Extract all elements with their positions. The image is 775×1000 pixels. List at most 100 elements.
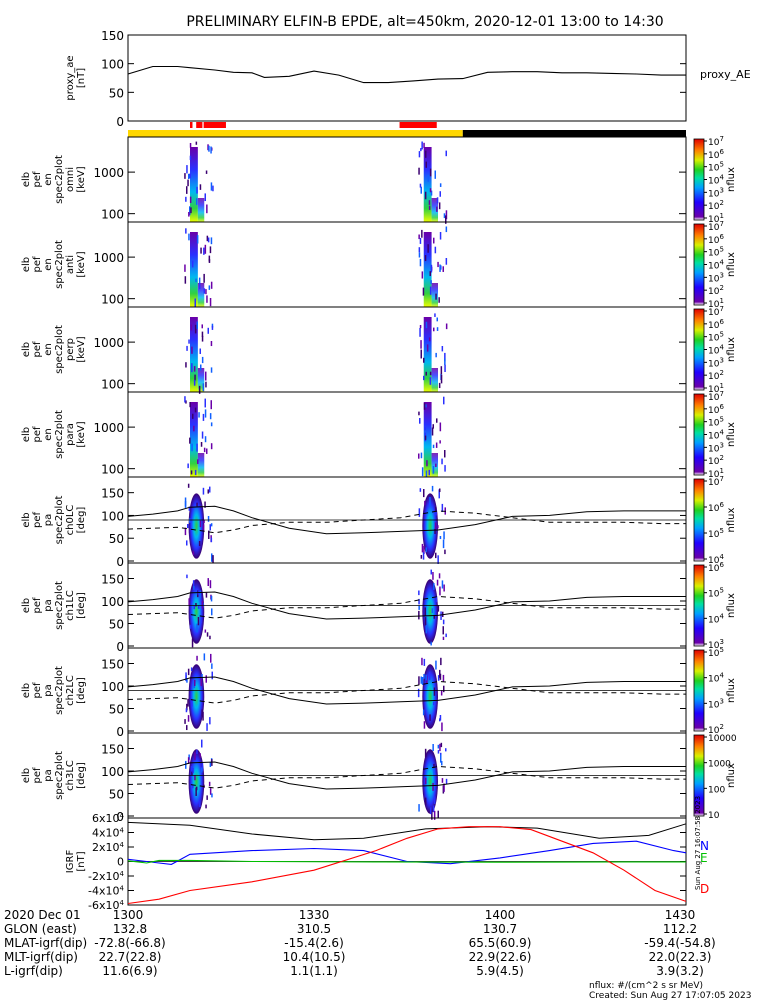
noise-speck [193,379,196,386]
noise-speck [193,425,195,432]
colorbar-tick-label: 104 [708,259,724,272]
noise-speck [433,615,435,619]
ephemeris-value: 22.0(22.3) [649,950,712,964]
y-axis-label-line: en [43,343,54,356]
noise-speck [433,687,436,696]
noise-speck [439,191,441,197]
noise-speck [194,679,196,687]
noise-speck [211,663,213,669]
noise-speck [438,382,441,389]
ephemeris-value: 112.2 [663,922,697,936]
noise-speck [186,725,188,731]
y-tick-label: 1000 [93,421,124,435]
noise-speck [419,418,421,424]
noise-speck [200,616,202,624]
noise-speck [437,261,439,268]
noise-speck [421,229,423,238]
time-axis-tick-label: 1330 [299,908,330,922]
noise-speck [198,541,201,547]
noise-speck [199,348,201,354]
noise-speck [418,252,421,258]
y-tick-label: 150 [101,573,124,587]
colorbar-tick-label: 104 [708,553,724,566]
noise-speck [204,244,207,254]
noise-speck [196,749,198,754]
noise-speck [208,530,210,539]
noise-speck [185,672,187,682]
noise-speck [185,196,187,202]
ephemeris-value: 132.8 [113,922,147,936]
flux-units-note: nflux: #/(cm^2 s sr MeV) [589,981,703,991]
noise-speck [419,328,421,337]
noise-speck [419,488,422,492]
noise-speck [202,524,205,531]
noise-speck [184,173,186,179]
noise-speck [435,506,437,512]
panel-pa-ch1: 0 50 100 150 elb pef pa spec2plot ch1LC [deg] 103 1… [21,561,737,654]
ephemeris-value: 3.9(3.2) [656,964,704,978]
orbit-status-bar [128,122,686,137]
noise-speck [419,258,422,267]
noise-speck [445,210,448,220]
ephemeris-row-label: L-igrf(dip) [4,964,63,978]
noise-speck [445,226,448,233]
y-axis-label-line: pef [32,767,43,784]
science-zone-marker [196,122,203,128]
noise-speck [190,766,193,772]
noise-speck [187,715,190,722]
noise-speck [429,188,432,193]
noise-speck [428,337,431,342]
noise-speck [428,469,430,476]
noise-speck [443,584,445,592]
noise-speck [439,536,442,540]
y-axis-label-line: spec2plot [54,496,65,545]
y-axis-label-line: ch3LC [65,760,76,791]
noise-speck [184,527,187,536]
noise-speck [198,412,200,418]
noise-speck [441,580,444,589]
noise-speck [445,748,447,752]
noise-speck [189,155,192,161]
noise-speck [194,469,197,476]
noise-speck [423,403,426,410]
noise-speck [185,228,187,234]
noise-speck [209,580,212,589]
y-tick-label: 2x104 [92,841,125,854]
y-tick-label: 4x104 [92,827,125,840]
noise-speck [199,590,202,599]
noise-speck [423,375,425,381]
y-axis-label-line: pef [32,597,43,614]
noise-speck [433,327,435,332]
colorbar-tick-label: 101 [708,297,724,310]
shadow-bar [462,130,686,137]
noise-speck [440,690,443,696]
noise-speck [187,524,189,529]
spectrogram-burst-tail [431,283,438,307]
noise-speck [439,673,442,680]
noise-speck [194,298,196,307]
noise-speck [209,717,211,725]
noise-speck [440,265,442,270]
noise-speck [424,427,426,431]
noise-speck [203,653,206,661]
noise-speck [445,778,448,785]
noise-speck [208,255,211,262]
noise-speck [418,234,420,240]
noise-speck [193,586,195,590]
colorbar-tick-label: 107 [708,475,724,488]
igrf-series-D [127,826,687,905]
guide-line-dashed [127,510,686,534]
noise-speck [418,508,421,517]
noise-speck [201,709,203,717]
colorbar-tick-label: 105 [708,587,724,600]
noise-speck [184,396,186,403]
y-tick-label: 100 [101,208,124,222]
ephemeris-value: 130.7 [483,922,517,936]
noise-speck [206,795,208,800]
noise-speck [444,465,446,472]
noise-speck [195,141,198,145]
noise-speck [426,344,429,352]
noise-speck [439,488,441,493]
noise-speck [199,753,201,758]
colorbar-label: nflux [726,337,737,362]
